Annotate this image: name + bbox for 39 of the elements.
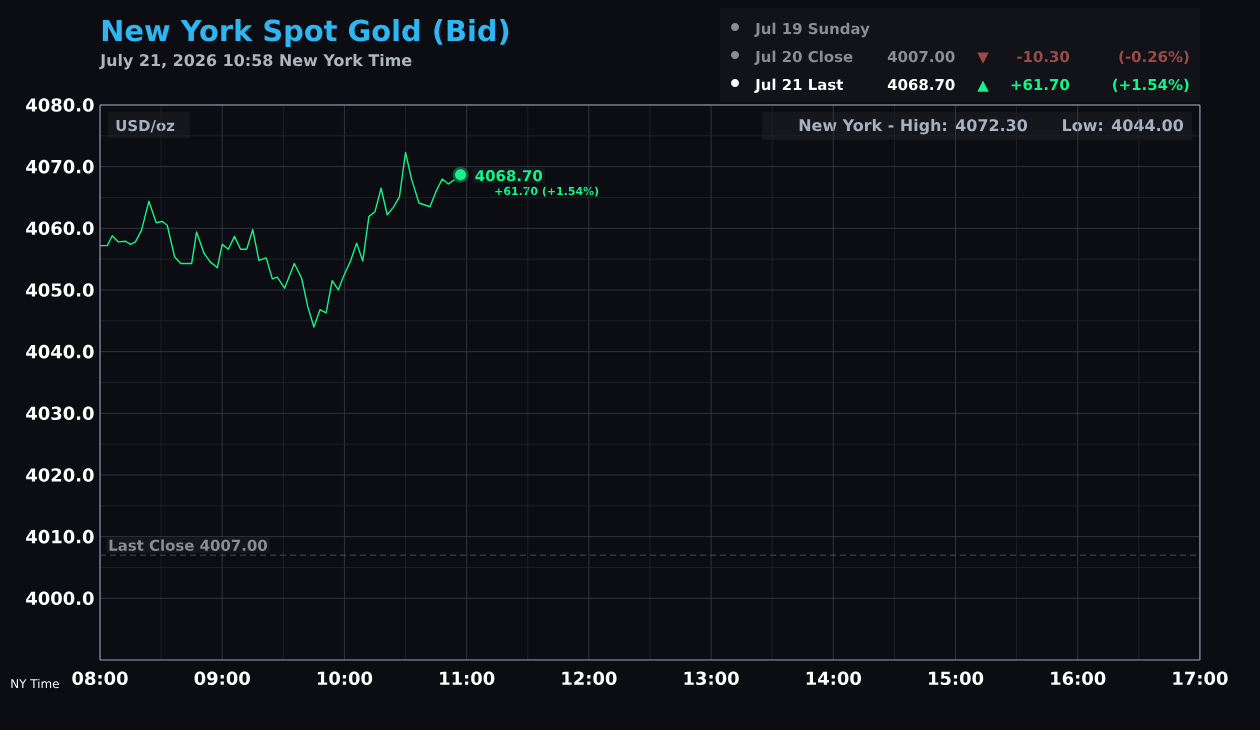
annotation: Low: 4044.00 — [1063, 119, 1184, 132]
chart-subtitle: July 21, 2026 10:58 New York Time — [99, 53, 412, 70]
text: ▼ — [977, 52, 989, 64]
annotation: New York - High: 4072.30 — [799, 118, 1028, 135]
x-tick-label: 12:00 — [562, 671, 617, 686]
text: ▲ — [977, 80, 989, 92]
text: NY Time — [11, 678, 59, 689]
text: -10.30 — [1017, 50, 1070, 63]
text: (+1.54%) — [1113, 78, 1189, 92]
x-tick-label: 13:00 — [684, 671, 739, 686]
text: Jul 19 Sunday — [754, 22, 870, 38]
x-tick-label: 08:00 — [72, 671, 128, 686]
text: 4007.00 — [887, 50, 955, 63]
annotation: +61.70 (+1.54%) — [495, 186, 599, 197]
y-tick-label: 4030.0 — [26, 406, 94, 421]
y-tick-label: 4070.0 — [26, 159, 94, 174]
y-tick-label: 4080.0 — [26, 98, 94, 112]
x-tick-label: 16:00 — [1051, 671, 1106, 686]
x-tick-label: 10:00 — [317, 671, 373, 686]
ref-line-label: Last Close 4007.00 — [109, 539, 267, 551]
x-tick-label: 17:00 — [1173, 671, 1228, 686]
y-tick-label: 4050.0 — [26, 283, 94, 297]
text: Jul 21 Last — [754, 78, 844, 93]
x-tick-label: 14:00 — [806, 671, 861, 686]
annotation: USD/oz — [116, 119, 175, 133]
annotation: 4068.70 — [475, 170, 543, 182]
text: Jul 20 Close — [754, 50, 853, 65]
y-tick-label: 4060.0 — [26, 221, 94, 236]
x-tick-label: 15:00 — [928, 671, 984, 686]
x-tick-label: 09:00 — [194, 671, 250, 686]
text: 4068.70 — [887, 78, 955, 91]
x-tick-label: 11:00 — [440, 671, 495, 686]
text: +61.70 — [1011, 78, 1070, 91]
text: (-0.26%) — [1119, 50, 1189, 64]
y-tick-label: 4020.0 — [26, 468, 94, 482]
y-tick-label: 4000.0 — [26, 591, 94, 606]
y-tick-label: 4040.0 — [26, 344, 94, 359]
y-tick-label: 4010.0 — [26, 529, 94, 544]
chart-title: New York Spot Gold (Bid) — [102, 19, 509, 47]
